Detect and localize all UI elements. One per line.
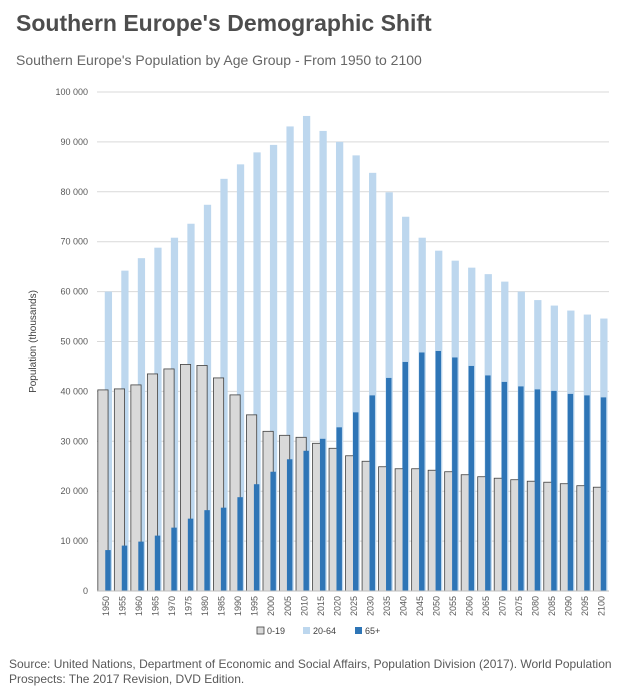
x-tick-label: 2025	[349, 596, 359, 616]
x-tick-label: 1975	[184, 596, 194, 616]
bar-65-plus	[435, 350, 442, 591]
bar-65-plus	[402, 361, 408, 591]
bar-65-plus	[303, 450, 309, 591]
bar-65-plus	[237, 497, 243, 591]
x-tick-label: 2045	[415, 596, 425, 616]
bar-20-64	[335, 141, 344, 591]
legend-label: 65+	[365, 626, 380, 636]
x-tick-label: 2080	[531, 596, 541, 616]
y-tick-label: 60 000	[60, 287, 88, 297]
bar-65-plus	[485, 375, 491, 591]
x-tick-label: 2010	[299, 596, 309, 616]
bar-20-64	[269, 144, 278, 592]
bar-65-plus	[369, 395, 375, 591]
bar-65-plus	[600, 397, 607, 591]
y-tick-label: 40 000	[60, 386, 88, 396]
bar-65-plus	[584, 395, 590, 591]
bar-65-plus	[336, 427, 342, 591]
bar-65-plus	[501, 381, 508, 591]
x-tick-label: 2075	[514, 596, 524, 616]
bar-20-64	[302, 115, 311, 592]
bar-65-plus	[353, 412, 359, 591]
legend-swatch	[303, 627, 310, 634]
x-tick-label: 1955	[118, 596, 128, 616]
bars	[97, 115, 608, 592]
bar-65-plus	[386, 377, 392, 591]
source-note: Source: United Nations, Department of Ec…	[9, 657, 612, 686]
chart-subtitle: Southern Europe's Population by Age Grou…	[16, 52, 422, 68]
bar-20-64	[319, 130, 327, 591]
x-tick-label: 2030	[365, 596, 375, 616]
x-tick-label: 2040	[398, 596, 408, 616]
legend-label: 0-19	[267, 626, 285, 636]
x-tick-label: 2005	[283, 596, 293, 616]
bar-65-plus	[121, 545, 128, 591]
x-tick-label: 1960	[134, 596, 144, 616]
x-tick-label: 1950	[101, 596, 111, 616]
bar-65-plus	[171, 527, 177, 591]
bar-65-plus	[154, 535, 161, 591]
bar-65-plus	[567, 393, 574, 591]
bar-65-plus	[220, 507, 227, 591]
bar-65-plus	[518, 386, 524, 591]
bar-65-plus	[138, 541, 144, 591]
y-tick-label: 20 000	[60, 486, 88, 496]
x-tick-label: 2095	[580, 596, 590, 616]
y-tick-label: 70 000	[60, 237, 88, 247]
y-axis-title: Population (thousands)	[28, 290, 39, 393]
y-tick-label: 10 000	[60, 536, 88, 546]
bar-20-64	[352, 155, 360, 592]
y-tick-label: 100 000	[55, 87, 88, 97]
axes: 0 10 000 20 000 30 000 40 000 50 000 60 000 70 …	[28, 87, 609, 616]
x-tick-label: 2070	[497, 596, 507, 616]
y-tick-label: 30 000	[60, 436, 88, 446]
x-tick-label: 2100	[597, 596, 607, 616]
bar-65-plus	[468, 365, 475, 591]
x-tick-label: 1995	[250, 596, 260, 616]
bar-65-plus	[319, 438, 326, 591]
bar-20-64	[286, 126, 294, 591]
chart-title: Southern Europe's Demographic Shift	[16, 10, 432, 36]
bar-65-plus	[551, 390, 557, 591]
x-tick-label: 1980	[200, 596, 210, 616]
x-tick-label: 2060	[464, 596, 474, 616]
x-tick-label: 1985	[217, 596, 227, 616]
x-tick-label: 1990	[233, 596, 243, 616]
x-tick-label: 2020	[332, 596, 342, 616]
bar-65-plus	[204, 510, 210, 591]
bar-65-plus	[187, 518, 194, 591]
x-tick-label: 2035	[382, 596, 392, 616]
bar-65-plus	[270, 471, 276, 591]
legend: 0-19 20-64 65+	[256, 626, 380, 636]
bar-65-plus	[253, 484, 260, 591]
bar-65-plus	[452, 357, 458, 591]
bar-65-plus	[286, 459, 293, 591]
x-tick-label: 1970	[167, 596, 177, 616]
x-tick-label: 2055	[448, 596, 458, 616]
x-tick-label: 2085	[547, 596, 557, 616]
chart: 0 10 000 20 000 30 000 40 000 50 000 60 000 70 …	[28, 87, 609, 636]
bar-20-64	[369, 172, 377, 591]
legend-swatch	[256, 626, 265, 635]
y-tick-label: 90 000	[60, 137, 88, 147]
x-tick-label: 2000	[266, 596, 276, 616]
x-tick-label: 2065	[481, 596, 491, 616]
bar-65-plus	[534, 389, 541, 591]
y-tick-label: 0	[83, 586, 88, 596]
legend-label: 20-64	[313, 626, 336, 636]
y-tick-label: 50 000	[60, 337, 88, 347]
x-tick-label: 1965	[151, 596, 161, 616]
bar-65-plus	[419, 352, 425, 591]
x-tick-label: 2050	[431, 596, 441, 616]
x-tick-label: 2015	[316, 596, 326, 616]
x-tick-label: 2090	[564, 596, 574, 616]
bar-20-64	[236, 164, 245, 592]
bar-20-64	[253, 152, 261, 591]
y-tick-label: 80 000	[60, 187, 88, 197]
legend-swatch	[355, 627, 362, 634]
bar-65-plus	[105, 550, 111, 591]
